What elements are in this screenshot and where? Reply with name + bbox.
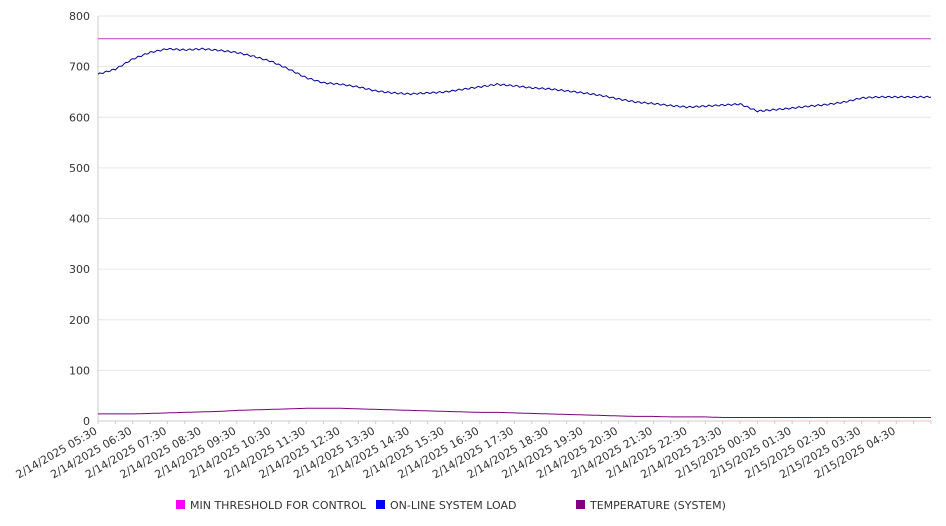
y-axis-ticks: 0 100 200 300 400 500 600 700 800 <box>69 10 90 428</box>
y-tick-label: 600 <box>69 111 90 124</box>
y-tick-label: 100 <box>69 364 90 377</box>
y-tick-label: 400 <box>69 213 90 226</box>
y-tick-label: 0 <box>83 415 90 428</box>
legend-swatch <box>576 500 585 509</box>
y-tick-label: 300 <box>69 263 90 276</box>
legend-item: TEMPERATURE (SYSTEM) <box>576 499 726 512</box>
series-line <box>98 407 931 418</box>
series-lines <box>97 38 932 418</box>
legend: MIN THRESHOLD FOR CONTROL ON-LINE SYSTEM … <box>176 499 726 512</box>
y-tick-label: 800 <box>69 10 90 23</box>
grid <box>98 15 931 422</box>
series-line <box>97 47 932 113</box>
legend-label: ON-LINE SYSTEM LOAD <box>390 499 516 512</box>
legend-swatch <box>376 500 385 509</box>
legend-label: TEMPERATURE (SYSTEM) <box>589 499 726 512</box>
y-tick-label: 200 <box>69 314 90 327</box>
y-tick-label: 500 <box>69 162 90 175</box>
x-axis-ticks: 2/14/2025 05:302/14/2025 06:302/14/2025 … <box>14 421 932 481</box>
legend-item: ON-LINE SYSTEM LOAD <box>376 499 516 512</box>
legend-label: MIN THRESHOLD FOR CONTROL <box>190 499 367 512</box>
legend-swatch <box>176 500 185 509</box>
legend-item: MIN THRESHOLD FOR CONTROL <box>176 499 367 512</box>
y-tick-label: 700 <box>69 61 90 74</box>
